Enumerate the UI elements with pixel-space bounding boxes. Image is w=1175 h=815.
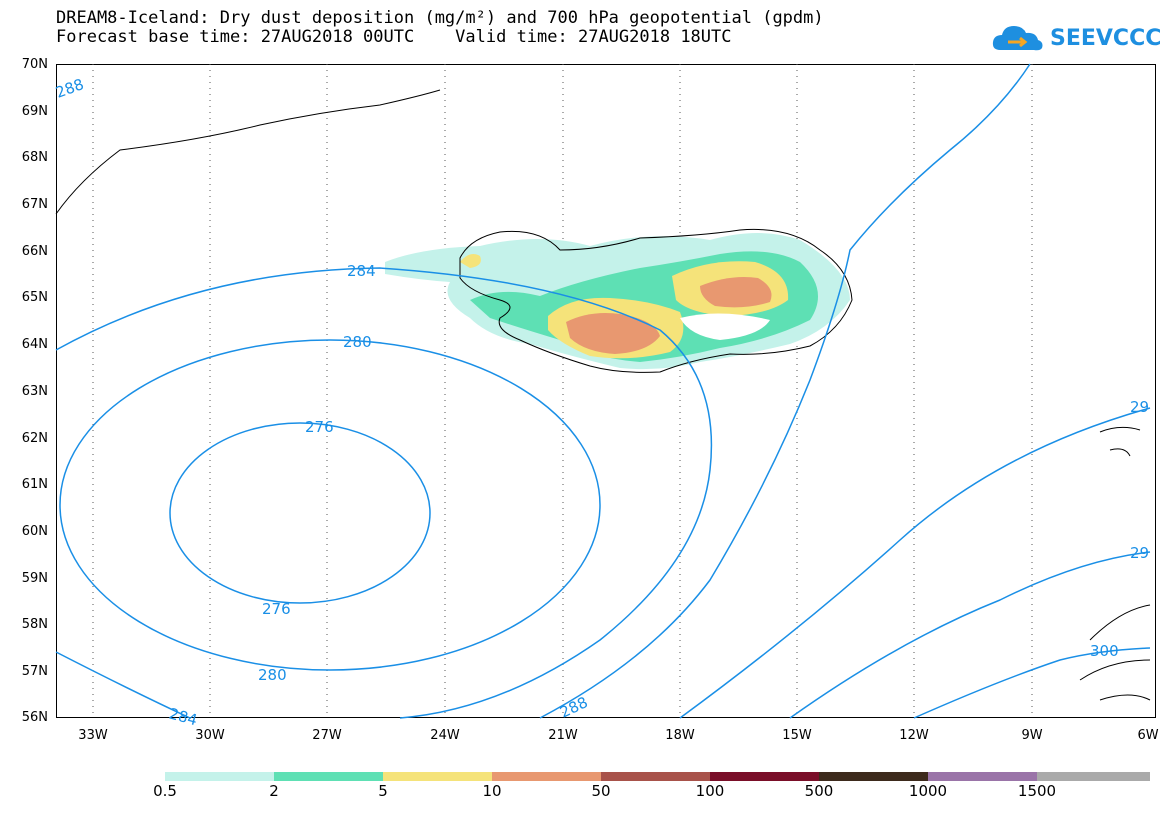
lat-label: 63N: [21, 384, 48, 399]
dust-deposition-shading: [385, 233, 850, 370]
lon-label: 15W: [782, 728, 812, 743]
contour-284-sw: [55, 651, 191, 719]
contour-284: [55, 267, 713, 719]
lon-label: 30W: [195, 728, 225, 743]
iceland-coast: [459, 228, 853, 373]
colorbar-swatch: [165, 772, 275, 781]
contour-labels: 288 284 280 276 276 280 284 288 29 29 30…: [53, 75, 1149, 729]
map-title: DREAM8-Iceland: Dry dust deposition (mg/…: [56, 8, 824, 28]
lon-label: 9W: [1021, 728, 1043, 743]
contour-280: [59, 339, 601, 671]
colorbar-label: 2: [269, 782, 279, 800]
contour-288: [539, 63, 1031, 719]
colorbar-swatch: [1037, 772, 1150, 781]
faroe-coast: [1099, 426, 1141, 457]
cloud-icon: [992, 26, 1043, 51]
colorbar-label: 500: [804, 782, 834, 800]
dust-5-westfjords: [460, 254, 481, 268]
lat-label: 65N: [21, 290, 48, 305]
seevccc-logo: SEEVCCC: [990, 20, 1161, 56]
contour-label: 280: [258, 666, 287, 684]
contour-label: 288: [557, 693, 591, 721]
colorbar-swatch: [274, 772, 384, 781]
colorbar-label: 0.5: [153, 782, 177, 800]
scotland-coast: [1079, 604, 1151, 701]
colorbar-swatch: [383, 772, 493, 781]
lon-label: 6W: [1137, 728, 1159, 743]
lat-label: 61N: [21, 477, 48, 492]
lon-label: 21W: [548, 728, 578, 743]
colorbar-swatch: [710, 772, 820, 781]
map-subtitle: Forecast base time: 27AUG2018 00UTC Vali…: [56, 27, 732, 47]
coastlines: [55, 89, 1151, 701]
lat-label: 60N: [21, 524, 48, 539]
lat-label: 59N: [21, 571, 48, 586]
geopotential-contours: [55, 63, 1151, 719]
graticule: [92, 64, 1033, 718]
colorbar-label: 1500: [1017, 782, 1057, 800]
lat-label: 67N: [21, 197, 48, 212]
contour-label: 276: [305, 418, 334, 436]
contour-label: 29: [1130, 544, 1149, 562]
colorbar-label: 100: [695, 782, 725, 800]
lat-label: 64N: [21, 337, 48, 352]
contour-276: [169, 422, 431, 604]
dust-gap: [680, 313, 770, 340]
contour-label: 29: [1130, 398, 1149, 416]
lat-label: 58N: [21, 617, 48, 632]
contour-label: 276: [262, 600, 291, 618]
colorbar-label: 1000: [908, 782, 948, 800]
colorbar-label: 10: [482, 782, 502, 800]
contour-label: 284: [167, 704, 199, 729]
contour-29a: [679, 407, 1151, 719]
colorbar-swatch: [819, 772, 929, 781]
contour-label: 288: [53, 75, 86, 102]
colorbar-label: 50: [591, 782, 611, 800]
colorbar-swatch: [928, 772, 1038, 781]
contour-label: 280: [343, 333, 372, 351]
colorbar-label: 5: [378, 782, 388, 800]
lat-label: 62N: [21, 431, 48, 446]
lat-label: 56N: [21, 710, 48, 725]
lon-label: 18W: [665, 728, 695, 743]
lat-label: 57N: [21, 664, 48, 679]
lon-label: 24W: [430, 728, 460, 743]
lat-label: 68N: [21, 150, 48, 165]
lat-label: 69N: [21, 104, 48, 119]
contour-label: 284: [347, 262, 376, 280]
dust-10-west: [566, 313, 660, 354]
colorbar-swatch: [601, 772, 711, 781]
lat-label: 70N: [21, 57, 48, 72]
dust-10-east: [700, 277, 772, 308]
logo-text: SEEVCCC: [1050, 25, 1162, 51]
lon-label: 27W: [312, 728, 342, 743]
lon-label: 33W: [78, 728, 108, 743]
colorbar: [165, 772, 1150, 781]
contour-29b: [789, 551, 1151, 719]
map-frame: [56, 64, 1156, 718]
lon-label: 12W: [899, 728, 929, 743]
contour-300: [913, 647, 1151, 719]
greenland-coast: [55, 89, 441, 215]
contour-label: 300: [1090, 642, 1119, 660]
lat-label: 66N: [21, 244, 48, 259]
colorbar-swatch: [492, 772, 602, 781]
